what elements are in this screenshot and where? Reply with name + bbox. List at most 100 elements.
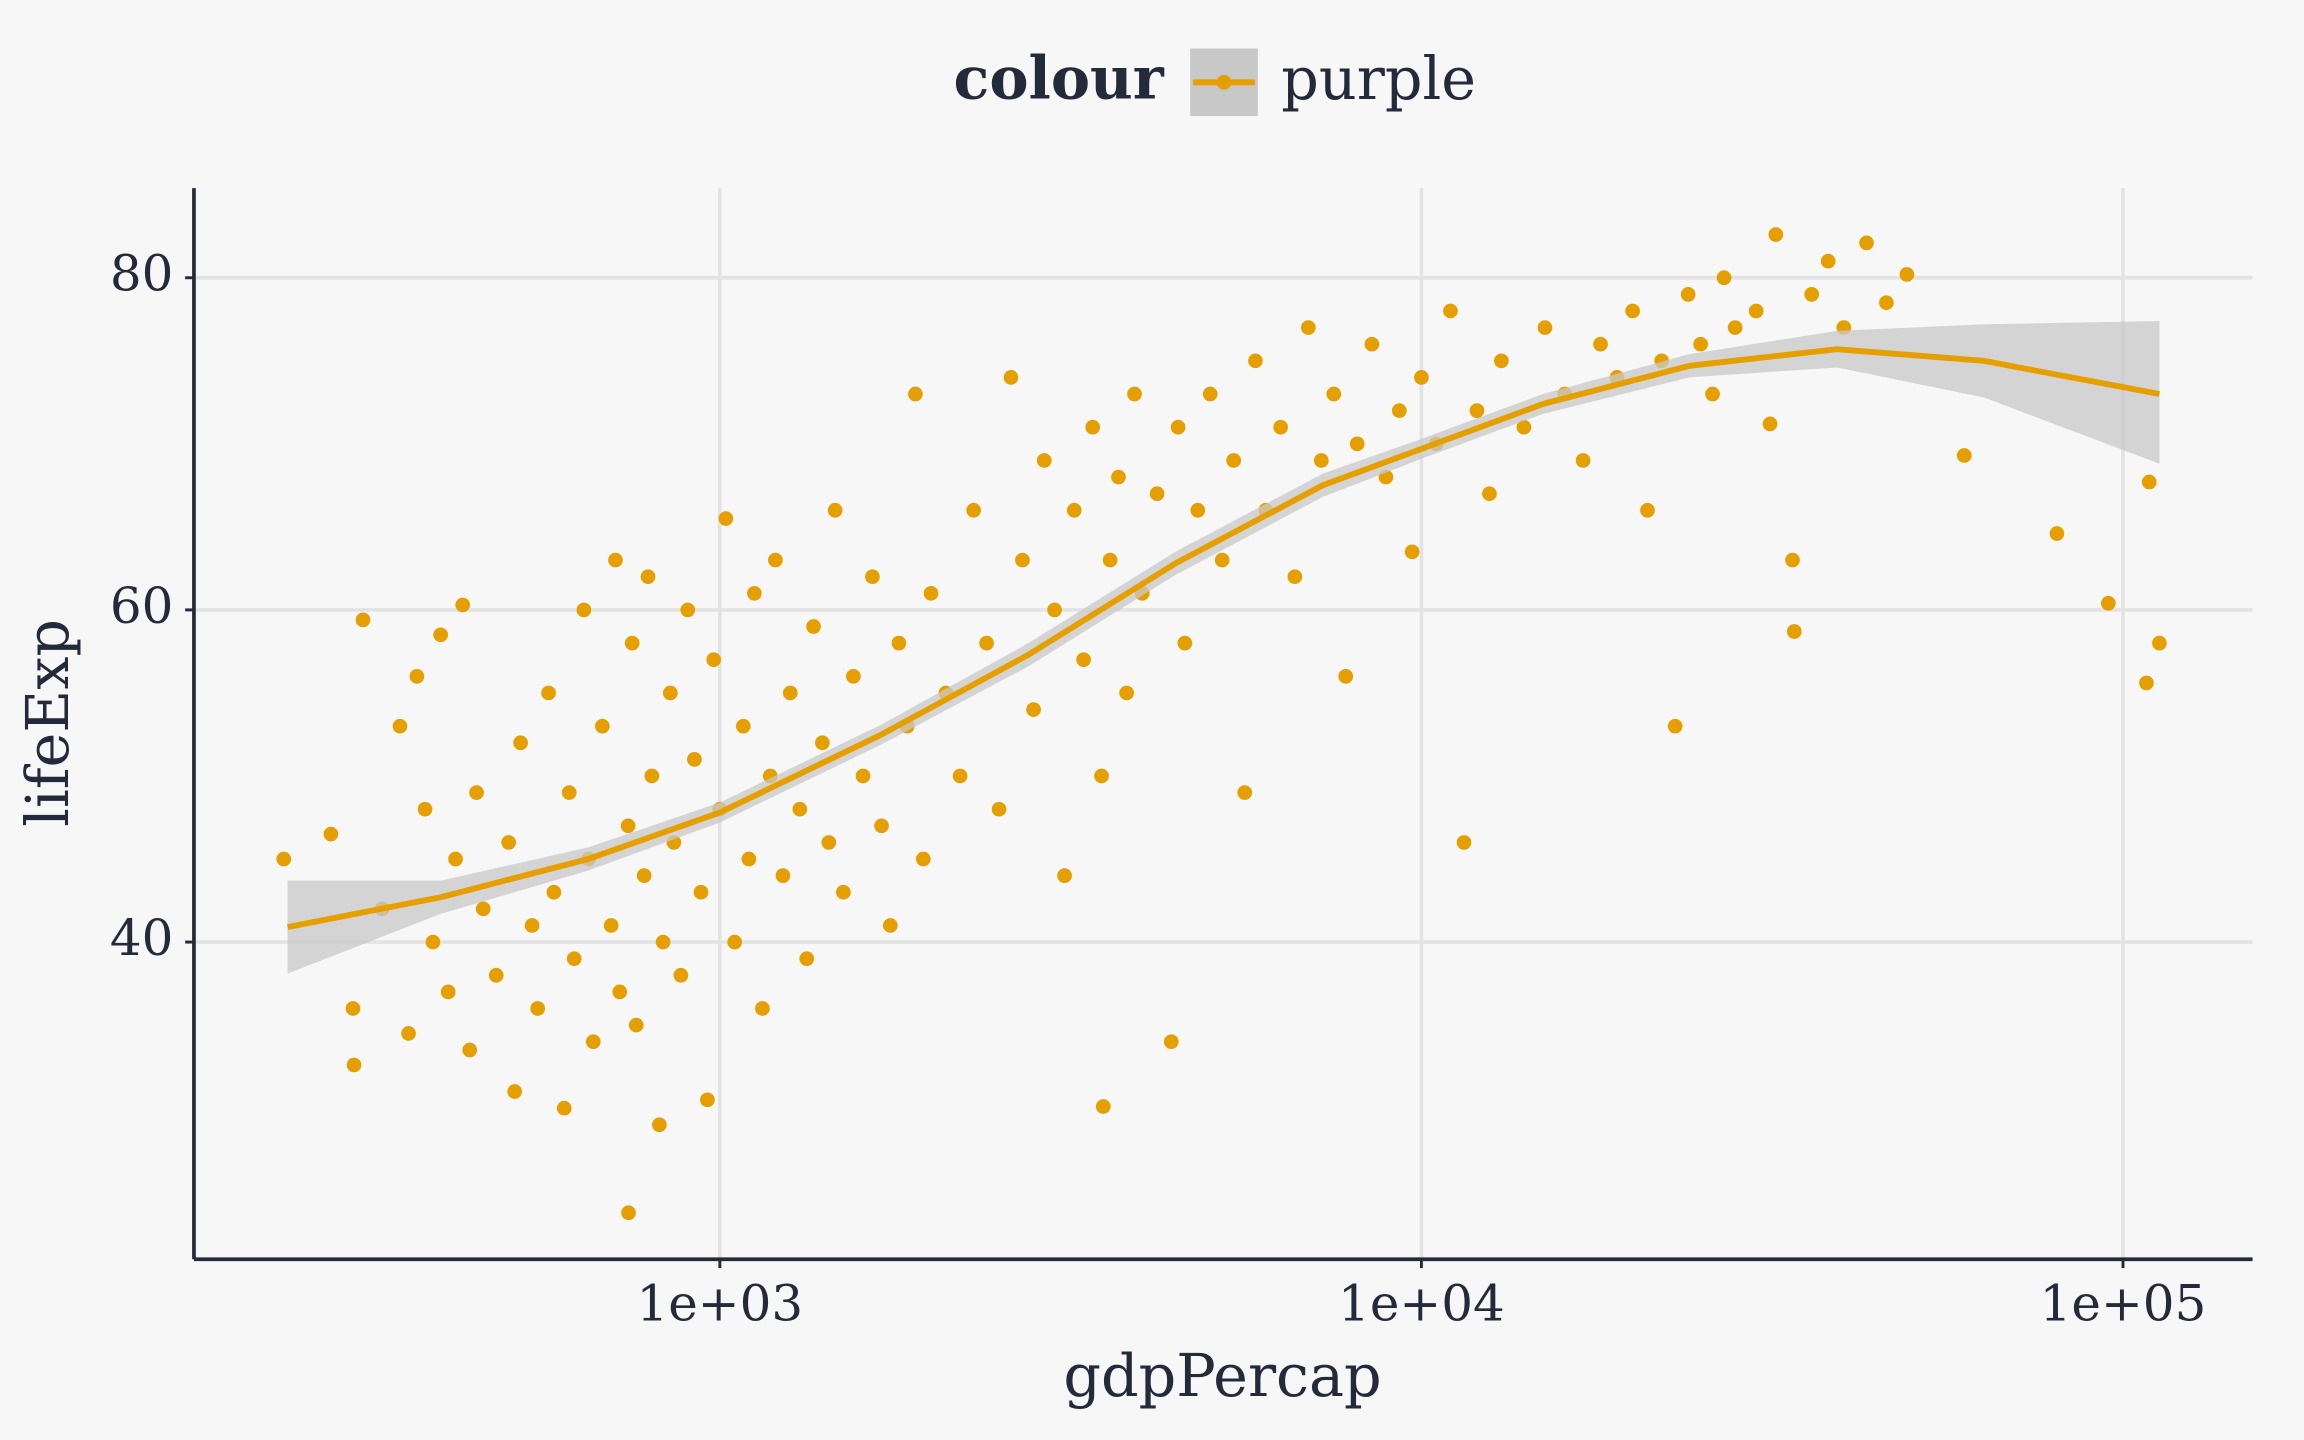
point [585,1034,601,1050]
point [1313,453,1329,468]
point [469,785,484,800]
point [673,967,689,983]
point [821,835,837,850]
point [1202,386,1218,402]
x-tick-label: 1e+05 [2040,1275,2207,1333]
point [1177,635,1193,651]
point [1469,403,1485,418]
point [979,635,994,651]
point [923,585,939,601]
point [355,612,371,628]
point [735,718,751,734]
y-tick-label: 80 [110,245,174,303]
point [1015,552,1030,568]
point [1102,552,1118,568]
smooth-line [286,346,2160,930]
point [1085,419,1101,435]
point [345,1001,361,1016]
point [392,718,408,734]
point [693,884,709,900]
point [1170,419,1186,435]
point [2141,474,2157,490]
point [687,752,702,767]
point [409,668,425,684]
y-axis-title: lifeExp [13,619,82,827]
point [1482,486,1497,502]
point [1716,270,1732,286]
point [576,602,592,618]
point [488,967,504,983]
point [1119,685,1134,701]
confidence-band [287,320,2160,974]
point [991,801,1007,817]
point [655,934,671,950]
point [1326,386,1342,402]
point [628,1017,644,1033]
point [530,1001,546,1016]
point [915,851,931,867]
point [612,984,628,1000]
point [1879,295,1894,311]
y-tick-label: 60 [110,577,174,635]
point [1693,336,1708,352]
point [1094,768,1109,784]
point [1727,320,1743,335]
point [827,502,843,518]
point [747,585,762,601]
point [1956,448,1972,463]
point [1899,267,1915,282]
point [1248,353,1263,369]
point [1149,486,1165,502]
point [718,511,734,526]
point [1762,416,1778,432]
point [1026,702,1041,717]
x-tick-label: 1e+04 [1338,1275,1505,1333]
point [462,1042,478,1058]
legend-title: colour [954,44,1165,113]
point [1301,320,1316,335]
point [1705,386,1720,402]
point [1748,303,1764,319]
point [680,602,696,618]
point [621,1205,636,1221]
point [556,1100,572,1116]
point [1391,403,1407,418]
point [1163,1034,1179,1050]
point [1625,303,1640,319]
point [546,884,562,900]
point [1786,624,1802,639]
point [1859,235,1874,251]
point [1768,227,1784,242]
point [706,652,722,668]
point [1287,569,1303,585]
point [1127,386,1142,402]
point [620,818,636,834]
point [775,868,791,883]
point [475,901,491,917]
point [815,735,830,751]
point [891,635,907,651]
point [966,502,981,518]
point [1537,320,1553,335]
point [1404,544,1420,560]
point [1414,370,1429,385]
point [323,826,339,842]
point [1047,602,1062,618]
point [2152,635,2167,651]
point [2139,675,2154,691]
point [1516,419,1532,435]
point [1494,353,1509,369]
point [1349,436,1365,452]
point [448,851,463,867]
point [662,685,678,701]
x-axis-title: gdpPercap [1063,1341,1381,1410]
point [608,552,623,568]
point [1036,453,1052,468]
point [1273,419,1288,435]
point [1338,668,1354,684]
point [594,718,610,734]
point [883,918,898,933]
point [1057,868,1072,883]
point [806,619,821,634]
